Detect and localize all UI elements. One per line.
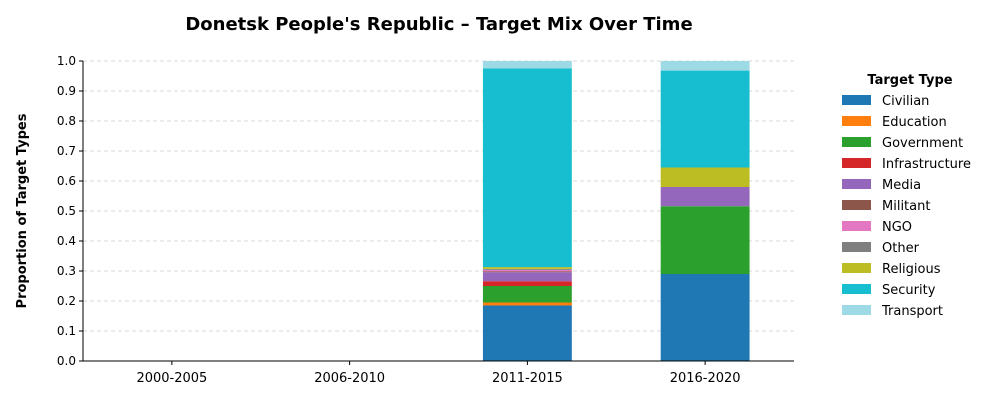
bar-segment-government <box>482 286 572 303</box>
y-tick-label: 0.6 <box>57 174 76 188</box>
bar-segment-media <box>482 272 572 282</box>
y-tick-label: 0.8 <box>57 114 76 128</box>
bar-segment-transport <box>482 61 572 69</box>
x-tick-label: 2016-2020 <box>670 371 741 386</box>
bars <box>482 61 750 361</box>
bar-segment-government <box>660 206 750 274</box>
bar-segment-security <box>660 70 750 168</box>
bar-segment-ngo <box>482 269 572 272</box>
y-tick-label: 0.2 <box>57 294 76 308</box>
y-tick-label: 0.5 <box>57 204 76 218</box>
x-ticks: 2000-2005 2006-2010 2011-2015 2016-2020 <box>136 361 741 386</box>
y-tick-label: 0.1 <box>57 324 76 338</box>
legend-label: Security <box>882 283 936 298</box>
bar-segment-militant <box>482 271 572 273</box>
legend-label: Media <box>882 178 921 193</box>
legend-label: Religious <box>882 262 941 277</box>
legend-swatch <box>842 179 871 189</box>
legend-swatch <box>842 305 871 315</box>
y-tick-label: 0.0 <box>57 354 76 368</box>
legend-label: Government <box>882 136 963 151</box>
legend-swatch <box>842 95 871 105</box>
bar-segment-security <box>482 68 572 268</box>
legend-swatch <box>842 116 871 126</box>
legend-swatch <box>842 263 871 273</box>
legend-swatch <box>842 200 871 210</box>
y-tick-label: 0.7 <box>57 144 76 158</box>
y-tick-label: 0.9 <box>57 84 76 98</box>
bar-segment-transport <box>660 61 750 71</box>
legend-label: Education <box>882 115 947 130</box>
y-tick-label: 1.0 <box>57 54 76 68</box>
legend-swatch <box>842 158 871 168</box>
legend-label: Infrastructure <box>882 157 971 172</box>
legend-label: Militant <box>882 199 930 214</box>
legend-label: Transport <box>881 304 943 319</box>
legend-label: Other <box>882 241 920 256</box>
x-tick-label: 2011-2015 <box>492 371 563 386</box>
x-tick-label: 2000-2005 <box>136 371 207 386</box>
bar-segment-education <box>482 302 572 306</box>
bar-segment-religious <box>482 267 572 269</box>
legend-swatch <box>842 221 871 231</box>
legend-label: NGO <box>882 220 912 235</box>
y-tick-label: 0.4 <box>57 234 76 248</box>
legend-label: Civilian <box>882 94 929 109</box>
y-tick-label: 0.3 <box>57 264 76 278</box>
bar-segment-civilian <box>660 274 750 361</box>
legend-title: Target Type <box>867 73 952 88</box>
bar-segment-media <box>660 187 750 207</box>
bar-segment-religious <box>660 167 750 187</box>
legend-swatch <box>842 137 871 147</box>
legend: Target Type Civilian Education Government I… <box>842 73 971 319</box>
y-ticks: 0.0 0.1 0.2 0.3 0.4 0.5 0.6 0.7 0.8 0.9 1.0 <box>57 54 83 368</box>
legend-swatch <box>842 242 871 252</box>
bar-segment-other <box>482 268 572 270</box>
y-axis-label: Proportion of Target Types <box>15 113 30 308</box>
legend-swatch <box>842 284 871 294</box>
bar-segment-infrastructure <box>482 281 572 286</box>
chart-title: Donetsk People's Republic – Target Mix O… <box>185 14 692 35</box>
bar-segment-civilian <box>482 305 572 361</box>
x-tick-label: 2006-2010 <box>314 371 385 386</box>
